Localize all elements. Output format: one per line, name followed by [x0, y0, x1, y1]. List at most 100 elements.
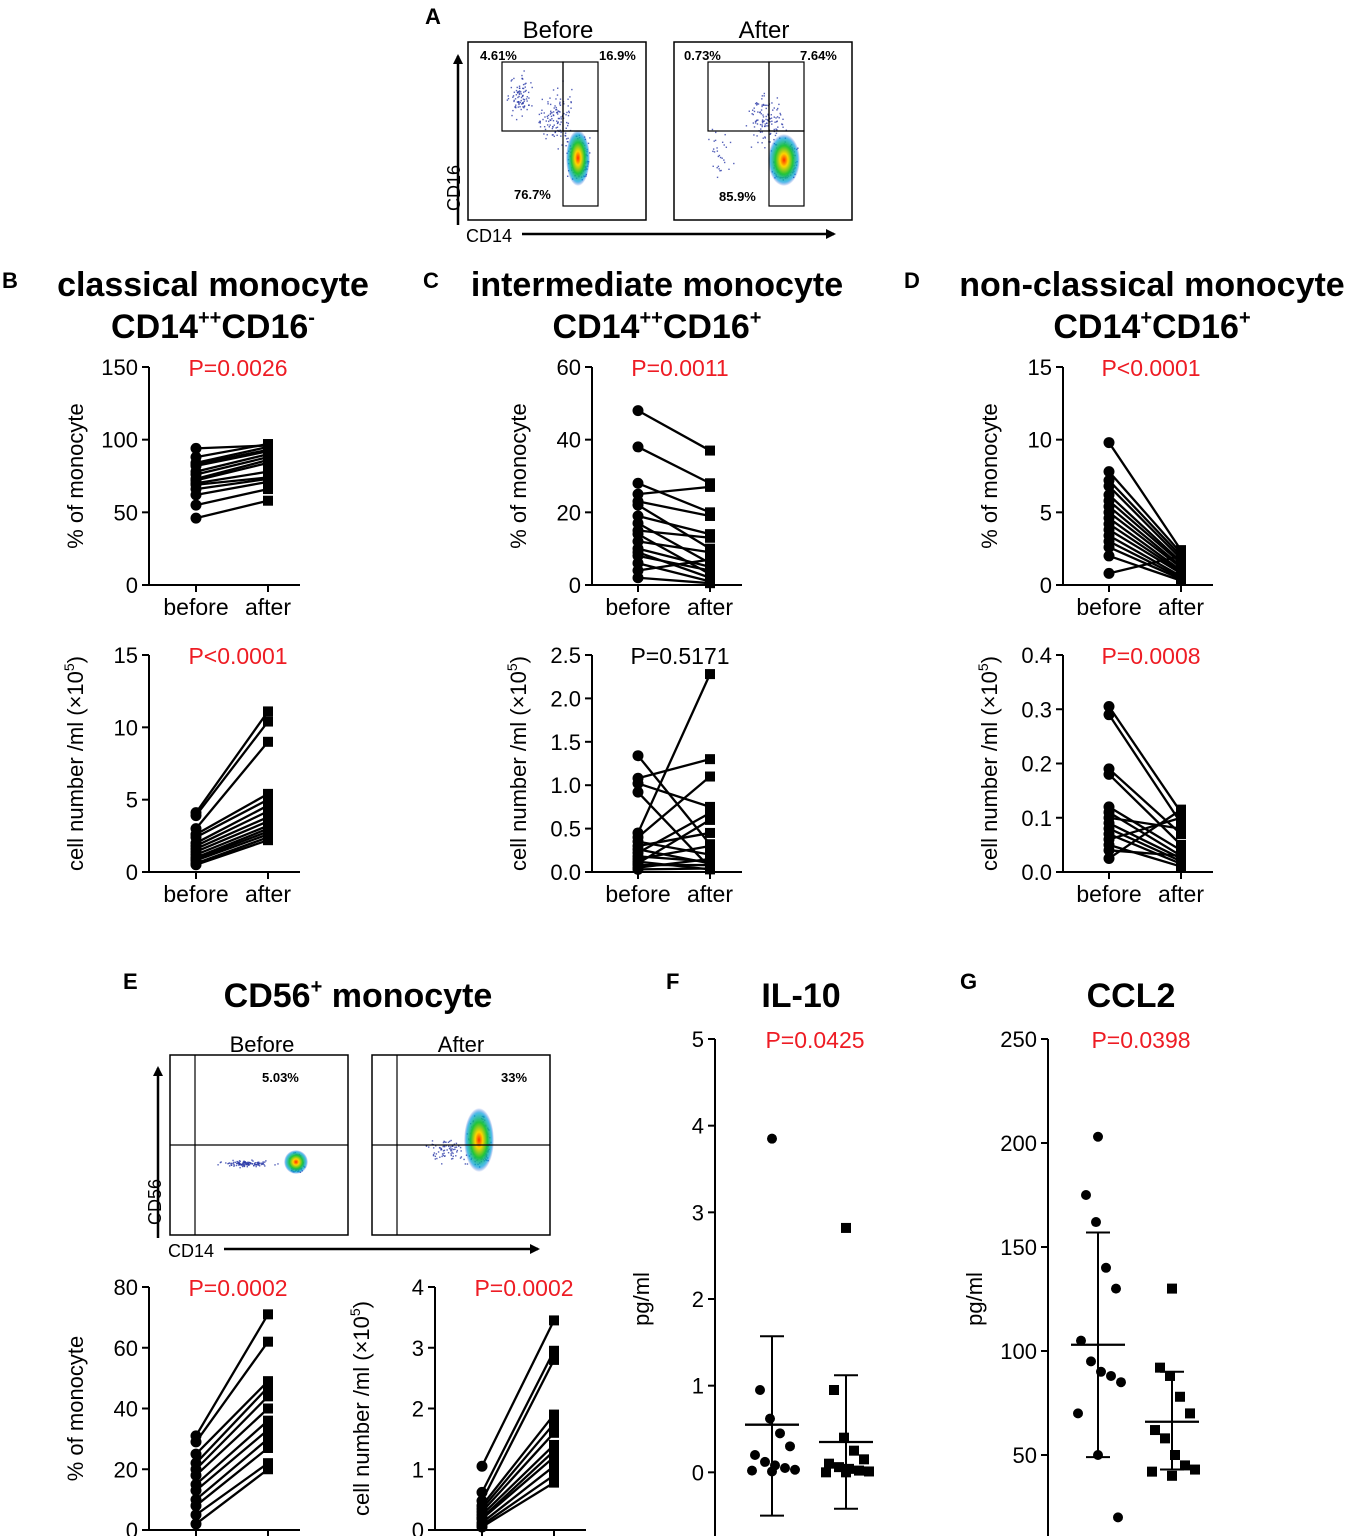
- flow-event: [442, 1154, 444, 1157]
- chart-c1-after-point: [705, 547, 715, 558]
- flow-event: [754, 120, 757, 123]
- flow-event: [428, 1146, 430, 1148]
- flow-event: [544, 128, 547, 131]
- flow-a-after-gate-ul: [707, 61, 770, 132]
- title-c-line2: CD14++CD16+: [553, 307, 762, 346]
- flow-event: [463, 1158, 465, 1161]
- flow-event: [558, 110, 560, 113]
- chart-d2-after-point: [1176, 823, 1186, 834]
- flow-event: [723, 159, 725, 161]
- chart-b1-after-point: [263, 457, 273, 468]
- chart-f-y-label: pg/ml: [629, 1272, 654, 1326]
- flow-event: [568, 110, 570, 113]
- chart-d1-pair-line: [1108, 499, 1182, 565]
- flow-event: [559, 101, 561, 103]
- chart-c1-pair-line: [637, 562, 711, 583]
- flow-event: [761, 120, 764, 123]
- flow-event: [244, 1163, 246, 1166]
- flow-event: [764, 147, 766, 149]
- flow-event: [518, 100, 520, 103]
- flow-event: [558, 117, 561, 120]
- flow-event: [262, 1162, 264, 1164]
- flow-event: [552, 119, 555, 122]
- chart-b2-pair-line: [195, 839, 269, 866]
- flow-event: [552, 111, 555, 113]
- flow-event: [753, 110, 756, 113]
- flow-event: [718, 168, 720, 170]
- chart-d2-after-point: [1176, 812, 1186, 823]
- flow-event: [761, 98, 763, 100]
- chart-d1-pair-line: [1108, 470, 1182, 554]
- flow-event: [754, 122, 757, 124]
- chart-c1-pair-line: [637, 576, 711, 585]
- chart-c1-before-point: [632, 572, 644, 584]
- chart-c2-pair-line: [637, 867, 711, 871]
- flow-event: [541, 98, 543, 101]
- flow-event: [451, 1151, 453, 1153]
- flow-event: [439, 1156, 441, 1158]
- flow-a-after-events: [708, 92, 800, 186]
- flow-event: [441, 1153, 444, 1155]
- chart-b2-p-value: P<0.0001: [188, 643, 287, 669]
- flow-event: [781, 123, 783, 125]
- chart-b2-pair-line: [195, 830, 269, 861]
- chart-d2-before-point: [1103, 852, 1115, 864]
- flow-event: [230, 1164, 233, 1166]
- chart-c2-before-point: [632, 863, 644, 875]
- flow-event: [559, 111, 561, 113]
- flow-event: [565, 114, 567, 116]
- flow-event: [542, 118, 544, 121]
- flow-event: [219, 1161, 222, 1164]
- chart-e1-pair-line: [195, 1447, 269, 1507]
- chart-d2-after-point: [1176, 818, 1186, 829]
- chart-e2-pair-line: [480, 1319, 556, 1467]
- flow-event: [250, 1162, 252, 1165]
- chart-c2-before-point: [632, 786, 644, 798]
- flow-event: [766, 122, 768, 125]
- flow-density-core: [464, 1108, 494, 1172]
- flow-event: [547, 101, 549, 103]
- flow-event: [761, 142, 763, 144]
- flow-event: [258, 1161, 260, 1164]
- flow-event: [713, 140, 715, 142]
- flow-event: [448, 1140, 451, 1143]
- flow-event: [565, 127, 567, 129]
- flow-a-before-q-ul: 4.61%: [480, 48, 517, 63]
- flow-event: [231, 1162, 233, 1164]
- flow-event: [552, 125, 554, 128]
- chart-e1-after-point: [263, 1336, 273, 1347]
- flow-event: [777, 126, 779, 128]
- chart-c2-after-point: [705, 807, 715, 818]
- flow-event: [751, 113, 753, 115]
- flow-event: [556, 94, 559, 96]
- flow-a-after-frame: [673, 41, 853, 221]
- flow-event: [511, 79, 513, 81]
- flow-event: [725, 146, 728, 148]
- flow-event: [519, 106, 521, 108]
- flow-event: [262, 1161, 264, 1163]
- flow-event: [432, 1153, 435, 1156]
- flow-event: [458, 1145, 460, 1147]
- chart-d2-after-point: [1176, 845, 1186, 856]
- flow-a-before-gate-ur: [562, 61, 599, 132]
- chart-c1-y-tick-label: 60: [557, 355, 581, 380]
- chart-c2-after-point: [705, 853, 715, 864]
- flow-event: [559, 123, 561, 126]
- chart-g-y-label: pg/ml: [962, 1272, 987, 1326]
- flow-event: [543, 125, 546, 128]
- chart-e1-before-point: [190, 1500, 202, 1512]
- flow-event: [771, 123, 773, 125]
- chart-f-after-point: [839, 1432, 849, 1443]
- flow-event: [257, 1164, 260, 1166]
- chart-f-after-point: [849, 1445, 859, 1456]
- flow-event: [559, 104, 562, 106]
- chart-e2-y-label: cell number /ml (×105): [347, 1301, 374, 1516]
- chart-b2-after-point: [263, 835, 273, 846]
- chart-d2-before-point: [1103, 768, 1115, 780]
- flow-event: [715, 131, 717, 134]
- flow-event: [433, 1152, 436, 1154]
- flow-event: [539, 126, 542, 128]
- flow-event: [232, 1163, 235, 1165]
- chart-e1-pair-line: [195, 1395, 269, 1471]
- flow-event: [523, 100, 525, 103]
